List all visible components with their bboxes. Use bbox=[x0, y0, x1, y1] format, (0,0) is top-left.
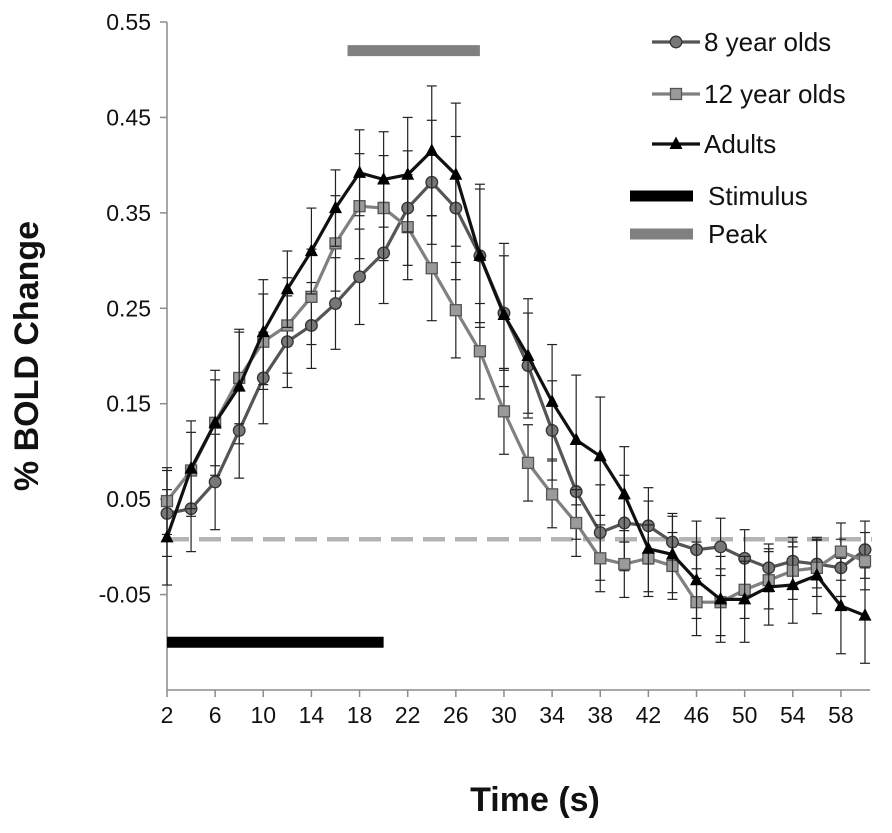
data-point bbox=[618, 557, 631, 571]
legend: 8 year olds 12 year olds Adults Stimulus Pea… bbox=[630, 27, 846, 249]
data-point bbox=[665, 547, 679, 560]
data-point bbox=[521, 456, 535, 470]
data-point bbox=[401, 167, 415, 180]
data-point bbox=[594, 552, 607, 565]
data-point bbox=[280, 281, 294, 295]
y-tick-label: 0.55 bbox=[106, 9, 151, 35]
x-tick-label: 54 bbox=[780, 702, 806, 728]
data-point bbox=[184, 461, 198, 474]
data-point bbox=[858, 555, 872, 568]
y-tick-label: -0.05 bbox=[99, 582, 151, 608]
data-point bbox=[425, 262, 438, 275]
data-point bbox=[569, 432, 583, 446]
data-point bbox=[329, 297, 342, 310]
x-tick-label: 6 bbox=[209, 702, 222, 728]
data-point bbox=[425, 143, 439, 156]
x-tick-label: 50 bbox=[732, 702, 758, 728]
x-axis-title: Time (s) bbox=[470, 781, 600, 819]
data-point bbox=[449, 167, 463, 180]
data-point bbox=[786, 577, 800, 591]
data-point bbox=[570, 516, 583, 530]
y-tick-label: 0.35 bbox=[106, 200, 151, 226]
data-point bbox=[593, 448, 607, 462]
x-tick-label: 2 bbox=[161, 702, 174, 728]
data-point bbox=[377, 172, 391, 185]
legend-item-8-year-olds: 8 year olds bbox=[652, 27, 831, 57]
data-point bbox=[497, 307, 511, 321]
y-tick-label: 0.25 bbox=[106, 295, 151, 321]
legend-label: Adults bbox=[704, 129, 776, 159]
x-tick-label: 46 bbox=[684, 702, 710, 728]
data-point bbox=[328, 200, 342, 214]
legend-marker bbox=[669, 87, 683, 101]
x-tick-label: 26 bbox=[443, 702, 469, 728]
x-tick-label: 14 bbox=[299, 702, 325, 728]
series-line bbox=[165, 204, 866, 604]
data-point bbox=[762, 579, 776, 592]
data-point bbox=[256, 324, 270, 338]
x-tick-label: 30 bbox=[491, 702, 517, 728]
data-point bbox=[497, 405, 511, 418]
data-point bbox=[473, 248, 487, 261]
y-tick-label: 0.05 bbox=[106, 486, 151, 512]
x-tick-label: 22 bbox=[395, 702, 421, 728]
data-point bbox=[473, 345, 487, 358]
data-point bbox=[304, 243, 318, 257]
legend-marker bbox=[669, 136, 683, 150]
data-point bbox=[449, 304, 462, 317]
data-point bbox=[617, 486, 631, 500]
y-tick-label: 0.15 bbox=[106, 391, 151, 417]
y-axis-ticks: -0.05 0.05 0.15 0.25 0.35 0.45 0.55 bbox=[99, 9, 167, 608]
data-point bbox=[690, 572, 704, 586]
data-point bbox=[353, 165, 367, 178]
data-point bbox=[834, 598, 848, 612]
data-point bbox=[545, 488, 559, 501]
y-tick-label: 0.45 bbox=[106, 104, 151, 130]
data-point bbox=[641, 541, 655, 554]
data-point bbox=[208, 415, 222, 428]
data-point bbox=[232, 379, 246, 392]
data-point bbox=[834, 545, 848, 558]
y-axis-title: % BOLD Change bbox=[8, 221, 46, 491]
x-tick-label: 42 bbox=[636, 702, 662, 728]
data-point bbox=[810, 568, 824, 581]
data-point bbox=[545, 394, 559, 407]
x-tick-label: 34 bbox=[539, 702, 565, 728]
legend-label: 12 year olds bbox=[704, 79, 846, 109]
x-tick-label: 10 bbox=[250, 702, 276, 728]
data-point bbox=[353, 270, 367, 284]
legend-label: Stimulus bbox=[708, 181, 808, 211]
x-tick-label: 58 bbox=[828, 702, 854, 728]
data-point bbox=[714, 540, 728, 554]
series-line bbox=[165, 149, 866, 618]
data-point bbox=[714, 591, 728, 605]
legend-item-adults: Adults bbox=[652, 129, 776, 159]
data-point bbox=[858, 608, 872, 621]
legend-item-peak: Peak bbox=[630, 219, 768, 249]
x-axis-ticks: 2 6 10 14 18 22 26 30 34 38 42 46 50 54 58 bbox=[161, 690, 854, 728]
data-point bbox=[208, 475, 222, 489]
data-point bbox=[738, 591, 752, 605]
x-tick-label: 38 bbox=[587, 702, 613, 728]
legend-item-stimulus: Stimulus bbox=[630, 181, 808, 211]
x-tick-label: 18 bbox=[347, 702, 373, 728]
series bbox=[160, 85, 872, 664]
data-point bbox=[160, 529, 174, 543]
legend-label: Peak bbox=[708, 219, 768, 249]
legend-label: 8 year olds bbox=[704, 27, 831, 57]
legend-marker bbox=[669, 35, 683, 49]
time-bars bbox=[167, 45, 480, 648]
data-point bbox=[521, 348, 535, 362]
legend-item-12-year-olds: 12 year olds bbox=[652, 79, 846, 109]
series-adults bbox=[160, 85, 872, 664]
